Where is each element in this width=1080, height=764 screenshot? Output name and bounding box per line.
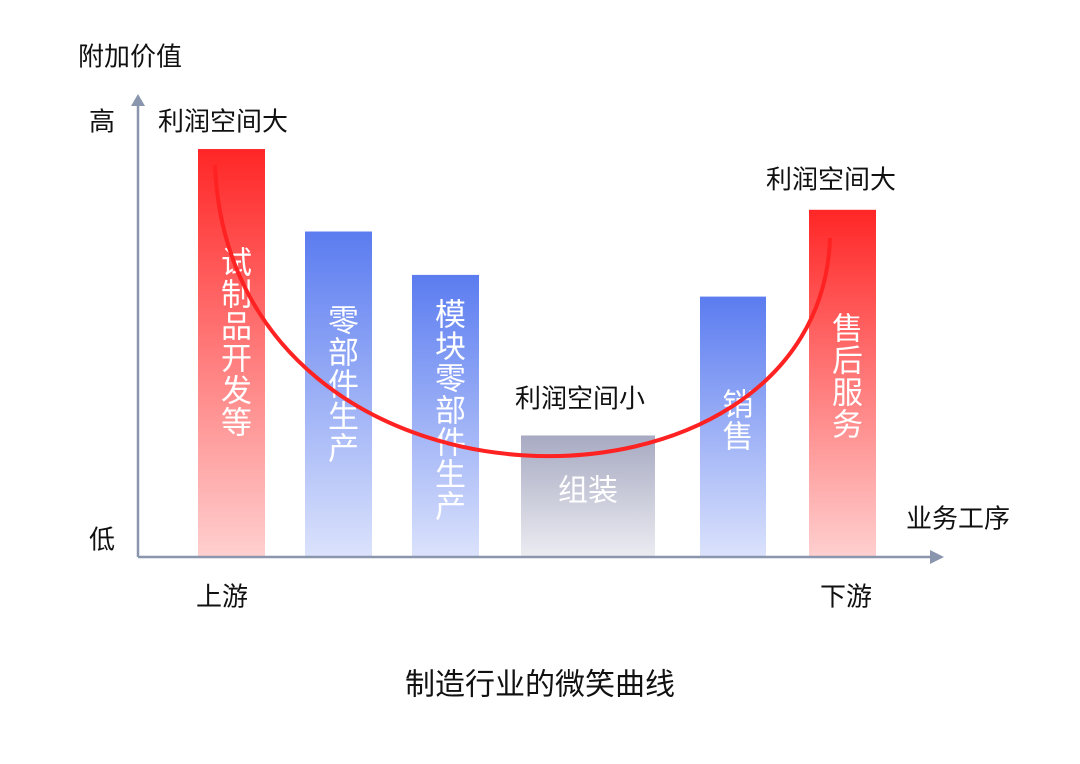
bar	[809, 209, 876, 558]
x-axis-label: 业务工序	[906, 505, 1010, 535]
y-tick-label: 低	[89, 526, 115, 556]
chart-title: 制造行业的微笑曲线	[405, 668, 675, 703]
y-axis-arrow	[131, 94, 145, 106]
x-end-label: 下游	[820, 583, 872, 613]
category-label: 售后服务	[826, 312, 863, 440]
y-axis-label: 附加价值	[78, 43, 182, 73]
category-label: 零部件生产	[322, 304, 359, 464]
bar	[412, 274, 479, 557]
category-label: 模块零部件生产	[429, 298, 466, 522]
smile-curve	[213, 164, 832, 459]
bar	[700, 296, 766, 557]
category-label: 试制品开发等	[215, 246, 252, 438]
annotation: 利润空间大	[766, 166, 896, 196]
y-tick-label: 高	[89, 108, 115, 138]
x-axis-arrow	[930, 550, 944, 564]
bar	[198, 149, 265, 558]
x-end-label: 上游	[196, 583, 248, 613]
category-label: 组装	[558, 474, 618, 509]
annotation: 利润空间小	[515, 385, 645, 415]
annotation: 利润空间大	[158, 108, 288, 138]
